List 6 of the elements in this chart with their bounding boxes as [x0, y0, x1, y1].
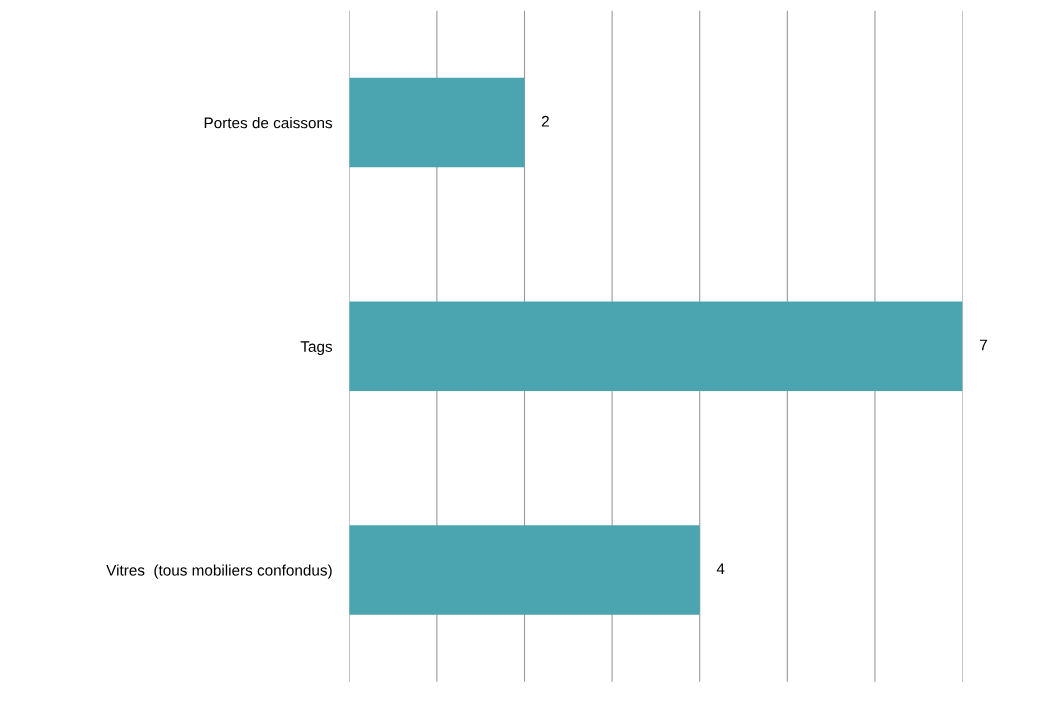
data-label: 2	[541, 115, 549, 127]
data-label: 4	[716, 563, 725, 574]
data-label: 7	[980, 339, 987, 351]
y-tick-label: Vitres (tous mobiliers confondus)	[106, 564, 332, 579]
y-tick-label: Portes de caissons	[204, 117, 333, 129]
y-tick-label: Tags	[300, 341, 333, 355]
